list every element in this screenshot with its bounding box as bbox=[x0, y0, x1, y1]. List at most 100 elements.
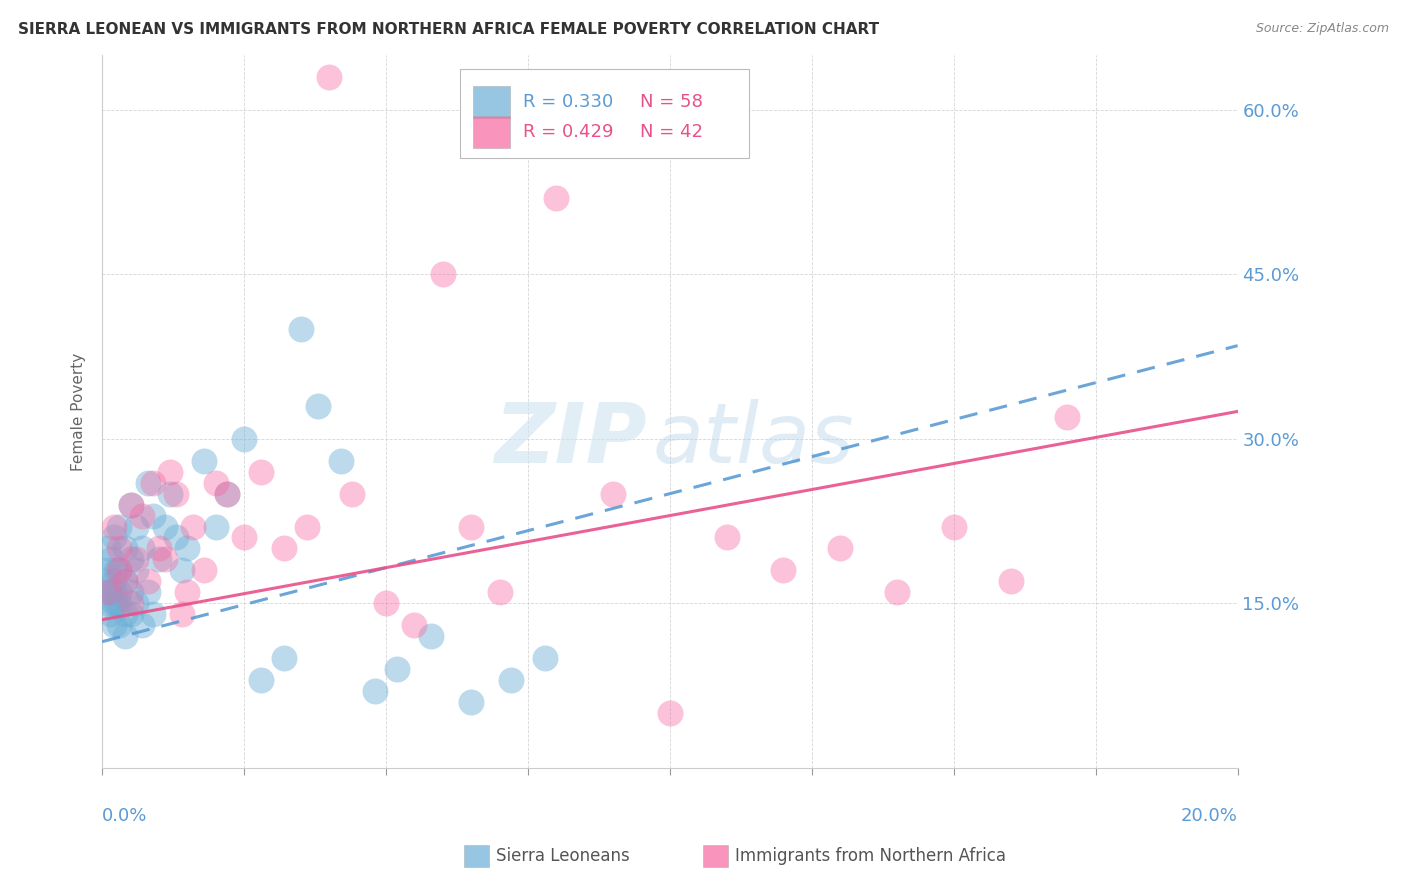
Point bbox=[375, 596, 398, 610]
Point bbox=[97, 541, 120, 556]
Point bbox=[125, 552, 148, 566]
Point bbox=[142, 475, 165, 490]
Point bbox=[108, 618, 131, 632]
FancyBboxPatch shape bbox=[460, 70, 749, 159]
Point bbox=[114, 607, 136, 622]
Point bbox=[830, 541, 852, 556]
Point bbox=[103, 585, 125, 599]
Point bbox=[120, 552, 142, 566]
Point bbox=[716, 531, 738, 545]
Point bbox=[97, 585, 120, 599]
Point bbox=[153, 552, 176, 566]
Point bbox=[1056, 409, 1078, 424]
Point bbox=[204, 475, 226, 490]
Point bbox=[108, 596, 131, 610]
Text: N = 42: N = 42 bbox=[640, 123, 703, 141]
Point bbox=[488, 585, 510, 599]
Point bbox=[120, 607, 142, 622]
Point bbox=[131, 618, 153, 632]
Point bbox=[100, 552, 122, 566]
Point bbox=[120, 498, 142, 512]
Text: R = 0.330: R = 0.330 bbox=[523, 93, 613, 111]
Point bbox=[250, 465, 273, 479]
Text: 0.0%: 0.0% bbox=[103, 807, 148, 825]
Point bbox=[387, 662, 409, 676]
Point bbox=[170, 563, 193, 577]
Point bbox=[136, 574, 159, 589]
Point bbox=[460, 695, 482, 709]
Point bbox=[142, 508, 165, 523]
Point bbox=[193, 454, 215, 468]
Point bbox=[97, 596, 120, 610]
Text: ZIP: ZIP bbox=[495, 400, 647, 481]
Point bbox=[340, 486, 363, 500]
Text: N = 58: N = 58 bbox=[640, 93, 703, 111]
Point bbox=[460, 519, 482, 533]
Point bbox=[170, 607, 193, 622]
Point bbox=[165, 531, 187, 545]
Point bbox=[97, 563, 120, 577]
Point bbox=[125, 563, 148, 577]
Point bbox=[307, 399, 329, 413]
Point bbox=[193, 563, 215, 577]
Text: Source: ZipAtlas.com: Source: ZipAtlas.com bbox=[1256, 22, 1389, 36]
Y-axis label: Female Poverty: Female Poverty bbox=[72, 352, 86, 471]
Point bbox=[181, 519, 204, 533]
Point bbox=[886, 585, 908, 599]
Point bbox=[108, 519, 131, 533]
Text: 20.0%: 20.0% bbox=[1181, 807, 1237, 825]
Point bbox=[108, 563, 131, 577]
Point bbox=[153, 519, 176, 533]
Point bbox=[136, 475, 159, 490]
Point bbox=[100, 607, 122, 622]
Point bbox=[100, 585, 122, 599]
Point bbox=[136, 585, 159, 599]
Point bbox=[114, 629, 136, 643]
Point bbox=[290, 322, 312, 336]
Point bbox=[103, 596, 125, 610]
Point bbox=[217, 486, 239, 500]
Point bbox=[94, 574, 117, 589]
Text: Immigrants from Northern Africa: Immigrants from Northern Africa bbox=[735, 847, 1007, 865]
Point bbox=[233, 432, 256, 446]
Point bbox=[318, 70, 340, 84]
Point bbox=[120, 585, 142, 599]
Point bbox=[250, 673, 273, 687]
Point bbox=[499, 673, 522, 687]
Point bbox=[108, 563, 131, 577]
Text: R = 0.429: R = 0.429 bbox=[523, 123, 614, 141]
Point bbox=[125, 519, 148, 533]
Point bbox=[159, 486, 181, 500]
Point bbox=[658, 706, 681, 720]
Point bbox=[176, 585, 198, 599]
Text: Sierra Leoneans: Sierra Leoneans bbox=[496, 847, 630, 865]
Point bbox=[103, 618, 125, 632]
Point bbox=[772, 563, 794, 577]
Point bbox=[329, 454, 352, 468]
Point bbox=[103, 531, 125, 545]
Point bbox=[114, 574, 136, 589]
Point bbox=[204, 519, 226, 533]
Point bbox=[273, 651, 295, 665]
Point bbox=[108, 541, 131, 556]
Point bbox=[114, 574, 136, 589]
Text: SIERRA LEONEAN VS IMMIGRANTS FROM NORTHERN AFRICA FEMALE POVERTY CORRELATION CHA: SIERRA LEONEAN VS IMMIGRANTS FROM NORTHE… bbox=[18, 22, 879, 37]
FancyBboxPatch shape bbox=[474, 86, 510, 118]
Point bbox=[273, 541, 295, 556]
Point bbox=[125, 596, 148, 610]
Point bbox=[120, 498, 142, 512]
Point bbox=[131, 541, 153, 556]
Point bbox=[114, 541, 136, 556]
Point bbox=[602, 486, 624, 500]
Point bbox=[142, 607, 165, 622]
Point bbox=[108, 585, 131, 599]
Point bbox=[148, 541, 170, 556]
Point bbox=[105, 596, 128, 610]
Point bbox=[103, 574, 125, 589]
Point bbox=[233, 531, 256, 545]
Point bbox=[159, 465, 181, 479]
Point bbox=[148, 552, 170, 566]
Point bbox=[97, 585, 120, 599]
Point bbox=[432, 268, 454, 282]
Point bbox=[295, 519, 318, 533]
